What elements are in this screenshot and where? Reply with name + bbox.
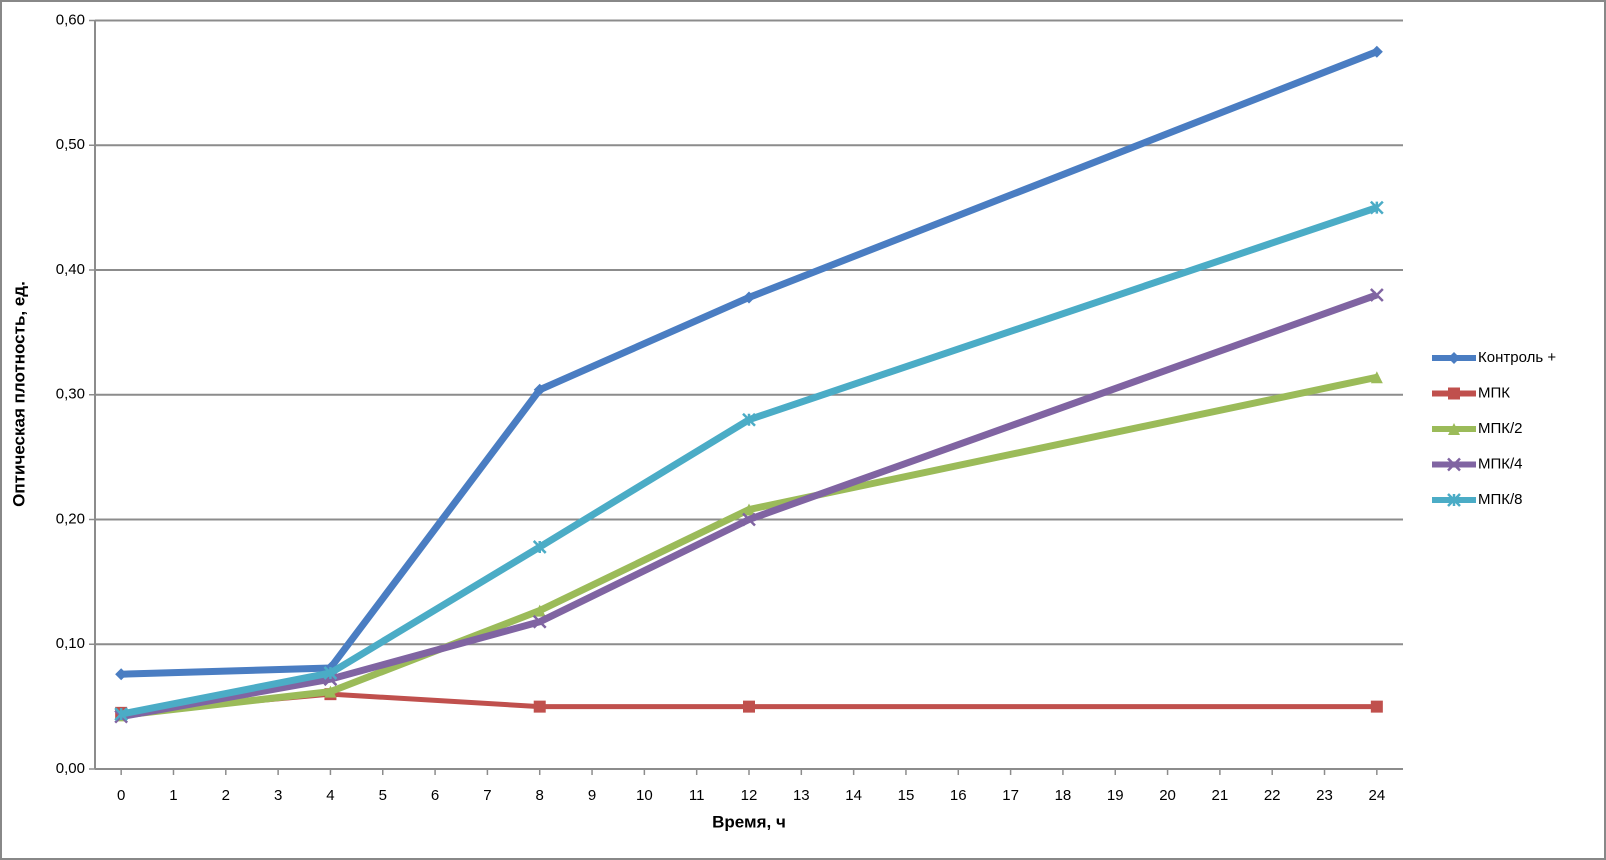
data-point [115,668,128,681]
data-point [743,503,755,516]
data-point-shape [742,412,756,427]
x-axis-title: Время, ч [712,812,786,831]
legend-marker [1448,423,1460,435]
x-tick-label: 10 [636,787,653,804]
x-tick-label: 24 [1368,787,1385,804]
data-point-shape [743,291,755,304]
legend-label: МПК/8 [1478,491,1523,508]
data-point-shape [743,700,755,713]
x-tick-label: 15 [898,787,915,804]
data-point [533,604,546,617]
x-tick-label: 6 [431,787,439,804]
legend-label: МПК [1478,384,1510,401]
data-point-shape [114,707,129,721]
x-tick-label: 4 [326,787,334,804]
legend-marker [1448,352,1460,364]
x-tick-label: 5 [379,787,387,804]
legend-marker-shape [1448,387,1460,400]
legend-marker [1448,387,1460,400]
legend-marker-shape [1448,423,1460,435]
legend-label: МПК/4 [1478,455,1523,472]
x-tick-label: 14 [845,787,862,804]
y-tick-label: 0,10 [56,635,85,652]
data-point [533,700,546,713]
y-tick-label: 0,50 [56,136,85,153]
y-axis-title: Оптическая плотность, ед. [9,281,28,507]
legend-label: Контроль + [1478,349,1556,366]
data-point-shape [533,604,546,617]
data-point-shape [1369,288,1384,302]
x-tick-label: 3 [274,787,282,804]
x-tick-label: 13 [793,787,810,804]
data-point-shape [533,383,546,396]
data-point [323,666,338,680]
legend-marker-shape [1447,493,1461,507]
data-point [1370,45,1383,58]
x-tick-label: 23 [1316,787,1333,804]
x-tick-label: 2 [222,787,230,804]
data-point-shape [1370,45,1383,58]
data-point-shape [324,685,337,698]
x-tick-label: 22 [1264,787,1281,804]
data-point-shape [532,614,547,629]
legend-marker-shape [1447,457,1461,472]
data-point [1370,371,1383,384]
legend-marker-shape [1448,352,1460,364]
x-tick-label: 1 [169,787,177,804]
y-tick-label: 0,20 [56,510,85,527]
x-tick-label: 17 [1002,787,1019,804]
data-point-shape [533,700,546,713]
data-point [1370,700,1383,713]
x-tick-label: 12 [741,787,758,804]
data-point [742,412,756,427]
data-point-shape [1370,700,1383,713]
data-point-shape [323,666,338,680]
y-tick-label: 0,30 [56,386,85,403]
x-tick-label: 0 [117,787,125,804]
data-point-shape [115,668,128,681]
x-tick-label: 7 [483,787,491,804]
x-tick-label: 9 [588,787,596,804]
data-point-shape [1369,200,1384,215]
data-point [1369,288,1384,302]
y-tick-label: 0,60 [56,11,85,28]
data-point-shape [1370,371,1383,384]
x-tick-label: 11 [689,787,705,804]
data-point [114,707,129,721]
data-point [1369,200,1384,215]
legend-marker [1447,457,1461,472]
x-tick-label: 20 [1159,787,1176,804]
data-point-shape [743,503,755,516]
data-point [533,383,546,396]
data-point [532,614,547,629]
data-point [743,291,755,304]
x-tick-label: 18 [1055,787,1072,804]
x-tick-label: 19 [1107,787,1124,804]
data-point [743,700,755,713]
data-point-shape [532,540,547,554]
data-point [742,512,756,527]
data-point [532,540,547,554]
y-tick-label: 0,40 [56,261,85,278]
legend-label: МПК/2 [1478,420,1523,437]
y-tick-label: 0,00 [56,760,85,777]
data-point [324,685,337,698]
x-tick-label: 21 [1212,787,1229,804]
legend-marker [1447,493,1461,507]
x-tick-label: 16 [950,787,967,804]
data-point-shape [742,512,756,527]
x-tick-label: 8 [536,787,544,804]
